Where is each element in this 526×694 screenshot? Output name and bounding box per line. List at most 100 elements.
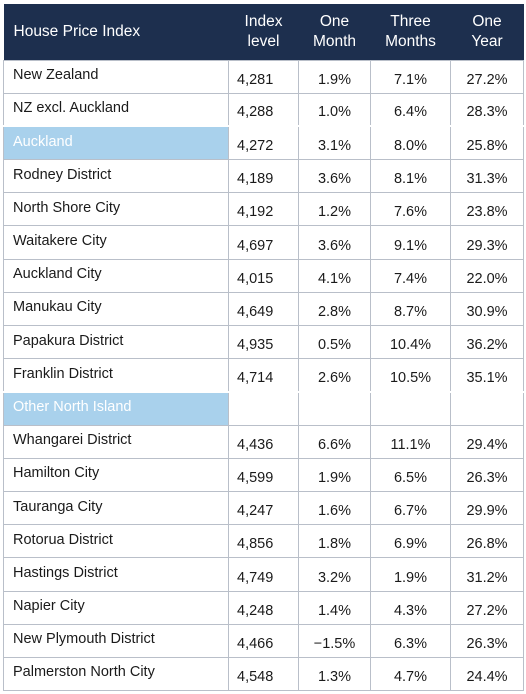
row-index: 4,466 xyxy=(228,623,299,658)
row-one-month: 1.9% xyxy=(298,457,371,492)
header-month-line1: One xyxy=(319,12,350,30)
row-name: Rotorua District xyxy=(3,524,229,559)
header-index-line1: Index xyxy=(244,12,283,30)
row-one-year: 31.3% xyxy=(450,159,524,194)
row-one-year: 28.3% xyxy=(450,92,524,127)
row-three-months: 9.1% xyxy=(370,225,451,260)
row-name: Papakura District xyxy=(3,324,229,360)
row-one-year: 23.8% xyxy=(450,192,524,227)
row-index: 4,015 xyxy=(228,258,299,293)
row-one-year: 26.8% xyxy=(450,524,524,559)
row-name: Tauranga City xyxy=(3,490,229,526)
row-index: 4,548 xyxy=(228,656,299,692)
row-three-months: 6.7% xyxy=(370,490,451,526)
row-index: 4,935 xyxy=(228,324,299,360)
row-name: Manukau City xyxy=(3,291,229,327)
table-row: Tauranga City 4,247 1.6% 6.7% 29.9% xyxy=(3,490,524,526)
row-name: New Zealand xyxy=(3,59,229,94)
row-one-year xyxy=(450,390,524,426)
header-year-line2: Year xyxy=(471,32,503,50)
row-one-month: 1.4% xyxy=(298,590,371,625)
row-one-month: −1.5% xyxy=(298,623,371,658)
row-one-month: 4.1% xyxy=(298,258,371,293)
row-name: Palmerston North City xyxy=(3,656,229,692)
row-one-month: 1.9% xyxy=(298,59,371,94)
header-three-months: Three Months xyxy=(371,4,451,60)
row-one-month: 0.5% xyxy=(298,324,371,360)
table-row: Papakura District 4,935 0.5% 10.4% 36.2% xyxy=(3,324,524,360)
row-name: Napier City xyxy=(3,590,229,625)
row-three-months: 6.9% xyxy=(370,524,451,559)
row-index xyxy=(228,390,299,426)
row-name: Waitakere City xyxy=(3,225,229,260)
section-row-auckland: Auckland 4,272 3.1% 8.0% 25.8% xyxy=(3,125,524,161)
table-row: Franklin District 4,714 2.6% 10.5% 35.1% xyxy=(3,358,524,393)
row-index: 4,272 xyxy=(228,125,299,161)
row-one-year: 25.8% xyxy=(450,125,524,161)
row-index: 4,281 xyxy=(228,59,299,94)
row-name: North Shore City xyxy=(3,192,229,227)
row-three-months: 11.1% xyxy=(370,424,451,459)
table-row: Hamilton City 4,599 1.9% 6.5% 26.3% xyxy=(3,457,524,492)
header-year-line1: One xyxy=(472,12,502,30)
row-three-months: 6.5% xyxy=(370,457,451,492)
row-one-year: 27.2% xyxy=(450,59,524,94)
row-one-year: 26.3% xyxy=(450,623,524,658)
row-three-months: 7.1% xyxy=(370,59,451,94)
house-price-index-table-container: House Price Index Index level One Month … xyxy=(3,4,524,692)
row-one-month: 2.8% xyxy=(298,291,371,327)
table-body: New Zealand 4,281 1.9% 7.1% 27.2% NZ excl. A… xyxy=(3,59,524,692)
row-name: New Plymouth District xyxy=(3,623,229,658)
row-one-month: 3.2% xyxy=(298,557,371,592)
table-row: New Plymouth District 4,466 −1.5% 6.3% 26.3% xyxy=(3,623,524,658)
row-three-months: 10.5% xyxy=(370,358,451,393)
row-three-months: 6.4% xyxy=(370,92,451,127)
row-index: 4,649 xyxy=(228,291,299,327)
table-row: Auckland City 4,015 4.1% 7.4% 22.0% xyxy=(3,258,524,293)
row-name: Hamilton City xyxy=(3,457,229,492)
row-name: Auckland City xyxy=(3,258,229,293)
table-row: NZ excl. Auckland 4,288 1.0% 6.4% 28.3% xyxy=(3,92,524,127)
row-index: 4,856 xyxy=(228,524,299,559)
row-name: Whangarei District xyxy=(3,424,229,459)
header-index-level: Index level xyxy=(229,4,299,60)
row-index: 4,288 xyxy=(228,92,299,127)
table-row: New Zealand 4,281 1.9% 7.1% 27.2% xyxy=(3,59,524,94)
table-row: Napier City 4,248 1.4% 4.3% 27.2% xyxy=(3,590,524,625)
header-three-line2: Months xyxy=(385,32,436,50)
row-three-months: 4.7% xyxy=(370,656,451,692)
row-index: 4,697 xyxy=(228,225,299,260)
table-row: Whangarei District 4,436 6.6% 11.1% 29.4% xyxy=(3,424,524,459)
row-one-year: 24.4% xyxy=(450,656,524,692)
row-one-year: 29.9% xyxy=(450,490,524,526)
table-row: Rodney District 4,189 3.6% 8.1% 31.3% xyxy=(3,159,524,194)
header-index-line2: level xyxy=(247,32,280,50)
row-one-month: 2.6% xyxy=(298,358,371,393)
row-name: NZ excl. Auckland xyxy=(3,92,229,127)
row-three-months xyxy=(370,390,451,426)
header-three-line1: Three xyxy=(390,12,431,30)
row-one-year: 29.4% xyxy=(450,424,524,459)
header-label: House Price Index xyxy=(13,22,141,40)
row-index: 4,189 xyxy=(228,159,299,194)
row-name: Auckland xyxy=(3,125,229,161)
row-one-year: 29.3% xyxy=(450,225,524,260)
row-one-month: 1.6% xyxy=(298,490,371,526)
row-name: Hastings District xyxy=(3,557,229,592)
header-month-line2: Month xyxy=(312,32,357,50)
row-three-months: 4.3% xyxy=(370,590,451,625)
row-index: 4,749 xyxy=(228,557,299,592)
row-one-month: 1.2% xyxy=(298,192,371,227)
row-one-month: 1.3% xyxy=(298,656,371,692)
table-row: Waitakere City 4,697 3.6% 9.1% 29.3% xyxy=(3,225,524,260)
table-row: Hastings District 4,749 3.2% 1.9% 31.2% xyxy=(3,557,524,592)
row-three-months: 7.6% xyxy=(370,192,451,227)
row-index: 4,248 xyxy=(228,590,299,625)
row-one-year: 22.0% xyxy=(450,258,524,293)
row-one-month xyxy=(298,390,371,426)
row-one-year: 30.9% xyxy=(450,291,524,327)
table-header: House Price Index Index level One Month … xyxy=(3,4,524,60)
row-one-month: 6.6% xyxy=(298,424,371,459)
row-three-months: 8.7% xyxy=(370,291,451,327)
row-name: Franklin District xyxy=(3,358,229,393)
